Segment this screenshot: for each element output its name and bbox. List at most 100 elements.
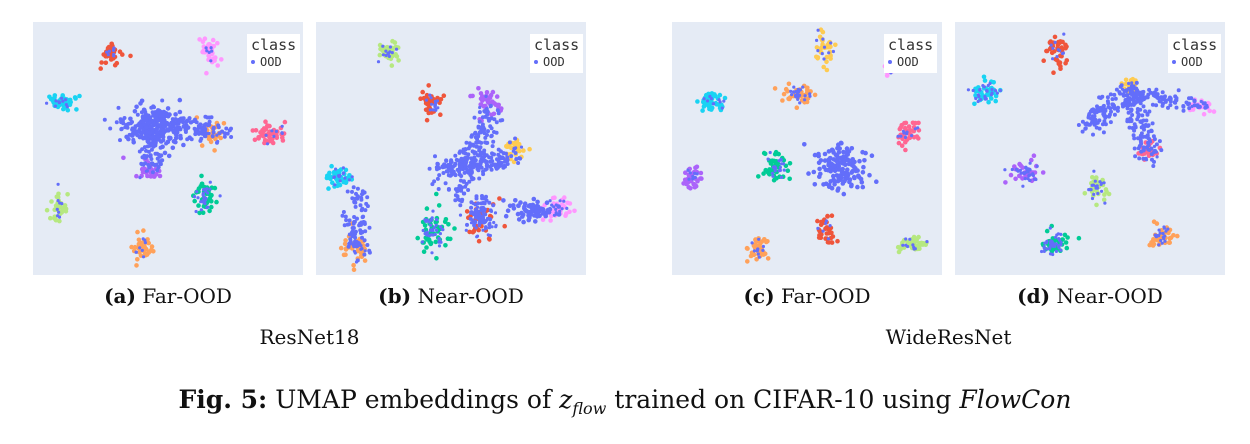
- scatter-point: [1042, 245, 1046, 249]
- scatter-point: [477, 119, 482, 124]
- scatter-point: [550, 203, 554, 207]
- scatter-point: [778, 165, 782, 169]
- caption-math-variable: zflow: [559, 385, 607, 418]
- scatter-point: [513, 151, 518, 155]
- scatter-point: [482, 154, 487, 159]
- scatter-point: [500, 118, 505, 123]
- scatter-point: [1102, 181, 1106, 185]
- scatter-point: [828, 54, 833, 59]
- scatter-point: [548, 213, 554, 219]
- scatter-point: [60, 96, 64, 100]
- scatter-point: [1057, 244, 1061, 248]
- scatter-point: [350, 229, 355, 234]
- scatter-point: [1095, 184, 1099, 188]
- scatter-point: [1057, 237, 1061, 241]
- scatter-point: [1095, 120, 1100, 125]
- scatter-point: [860, 184, 866, 190]
- scatter-point: [205, 115, 210, 120]
- scatter-point: [390, 51, 394, 55]
- scatter-point: [1105, 99, 1110, 104]
- scatter-point: [722, 95, 728, 101]
- scatter-point: [476, 133, 481, 137]
- scatter-point: [486, 116, 491, 121]
- scatter-point: [196, 196, 200, 200]
- scatter-point: [821, 64, 826, 70]
- subcaption-text: Far-OOD: [142, 284, 232, 308]
- scatter-point: [1106, 191, 1112, 197]
- scatter-point: [1167, 240, 1172, 245]
- scatter-point: [201, 191, 205, 196]
- scatter-point: [899, 134, 903, 138]
- scatter-point: [195, 190, 199, 194]
- scatter-point: [826, 230, 832, 236]
- scatter-point: [140, 248, 144, 252]
- scatter-point: [701, 104, 707, 109]
- scatter-point: [218, 194, 222, 198]
- scatter-point: [209, 204, 214, 210]
- scatter-point: [386, 52, 390, 56]
- scatter-point: [114, 120, 119, 125]
- scatter-point: [103, 60, 109, 66]
- scatter-point: [105, 50, 109, 54]
- scatter-point: [464, 159, 469, 164]
- scatter-point: [487, 213, 493, 219]
- scatter-point: [509, 154, 514, 159]
- scatter-point: [976, 93, 980, 97]
- scatter-point: [107, 49, 111, 53]
- scatter-point: [215, 140, 219, 145]
- scatter-point: [338, 245, 344, 251]
- scatter-point: [162, 124, 167, 129]
- scatter-point: [560, 207, 564, 211]
- scatter-point: [467, 141, 472, 146]
- scatter-point: [706, 104, 712, 109]
- scatter-point: [158, 113, 164, 119]
- scatter-point: [502, 223, 507, 229]
- scatter-point: [1132, 102, 1136, 107]
- scatter-point: [511, 203, 516, 208]
- scatter-point: [802, 142, 807, 147]
- scatter-point: [498, 160, 503, 165]
- scatter-point: [433, 239, 439, 245]
- scatter-point: [1132, 128, 1137, 133]
- scatter-point: [1150, 243, 1156, 248]
- scatter-point: [360, 247, 364, 251]
- scatter-point: [1117, 90, 1122, 95]
- scatter-point: [1076, 235, 1082, 241]
- scatter-point: [135, 257, 140, 262]
- scatter-point: [511, 159, 517, 165]
- scatter-point: [443, 217, 449, 222]
- scatter-point: [434, 223, 438, 227]
- scatter-point: [1103, 115, 1108, 120]
- scatter-point: [112, 46, 116, 50]
- scatter-point: [512, 146, 517, 151]
- scatter-point: [472, 115, 477, 120]
- scatter-point: [1154, 103, 1159, 108]
- scatter-point: [119, 126, 124, 131]
- scatter-point: [1130, 113, 1135, 117]
- scatter-point: [1090, 108, 1094, 112]
- scatter-point: [835, 162, 840, 167]
- scatter-point: [816, 235, 822, 240]
- scatter-point: [491, 111, 497, 117]
- scatter-point: [174, 125, 180, 131]
- scatter-point: [149, 105, 154, 110]
- scatter-point: [448, 163, 453, 168]
- scatter-point: [1059, 248, 1063, 252]
- scatter-point: [122, 116, 127, 120]
- scatter-point: [496, 111, 501, 116]
- scatter-point: [1133, 124, 1138, 129]
- scatter-point: [1167, 97, 1172, 102]
- scatter-point: [208, 180, 212, 184]
- scatter-point: [437, 244, 442, 248]
- scatter-point: [1157, 99, 1162, 104]
- scatter-point: [65, 192, 70, 197]
- scatter-point: [867, 172, 872, 178]
- umap-scatter-a: [44, 36, 288, 268]
- scatter-point: [824, 59, 829, 65]
- scatter-point: [790, 93, 794, 97]
- scatter-point: [476, 238, 482, 244]
- scatter-point: [828, 155, 833, 161]
- scatter-point: [1003, 168, 1007, 172]
- scatter-point: [1115, 108, 1120, 113]
- scatter-point: [477, 110, 482, 115]
